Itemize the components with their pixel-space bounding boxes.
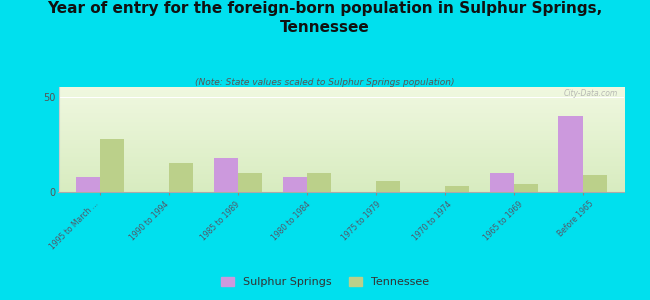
Text: 1965 to 1969: 1965 to 1969 [482, 200, 525, 242]
Text: (Note: State values scaled to Sulphur Springs population): (Note: State values scaled to Sulphur Sp… [195, 78, 455, 87]
Bar [100, 139, 124, 192]
Text: City-Data.com: City-Data.com [564, 89, 618, 98]
Bar [489, 173, 514, 192]
Bar [169, 164, 193, 192]
Text: 1990 to 1994: 1990 to 1994 [128, 200, 171, 242]
Bar [214, 158, 238, 192]
Bar [76, 177, 100, 192]
Bar [514, 184, 538, 192]
Bar [582, 175, 606, 192]
Bar [558, 116, 582, 192]
Bar [307, 173, 331, 192]
Text: 1985 to 1989: 1985 to 1989 [199, 200, 242, 242]
Text: 1975 to 1979: 1975 to 1979 [341, 200, 383, 242]
Bar [445, 186, 469, 192]
Text: Year of entry for the foreign-born population in Sulphur Springs,
Tennessee: Year of entry for the foreign-born popul… [47, 2, 603, 35]
Legend: Sulphur Springs, Tennessee: Sulphur Springs, Tennessee [216, 272, 434, 291]
Text: Before 1965: Before 1965 [556, 200, 595, 239]
Bar [376, 181, 400, 192]
Bar [283, 177, 307, 192]
Text: 1980 to 1984: 1980 to 1984 [270, 200, 312, 242]
Text: 1995 to March ...: 1995 to March ... [48, 200, 100, 252]
Bar [238, 173, 262, 192]
Text: 1970 to 1974: 1970 to 1974 [411, 200, 454, 242]
